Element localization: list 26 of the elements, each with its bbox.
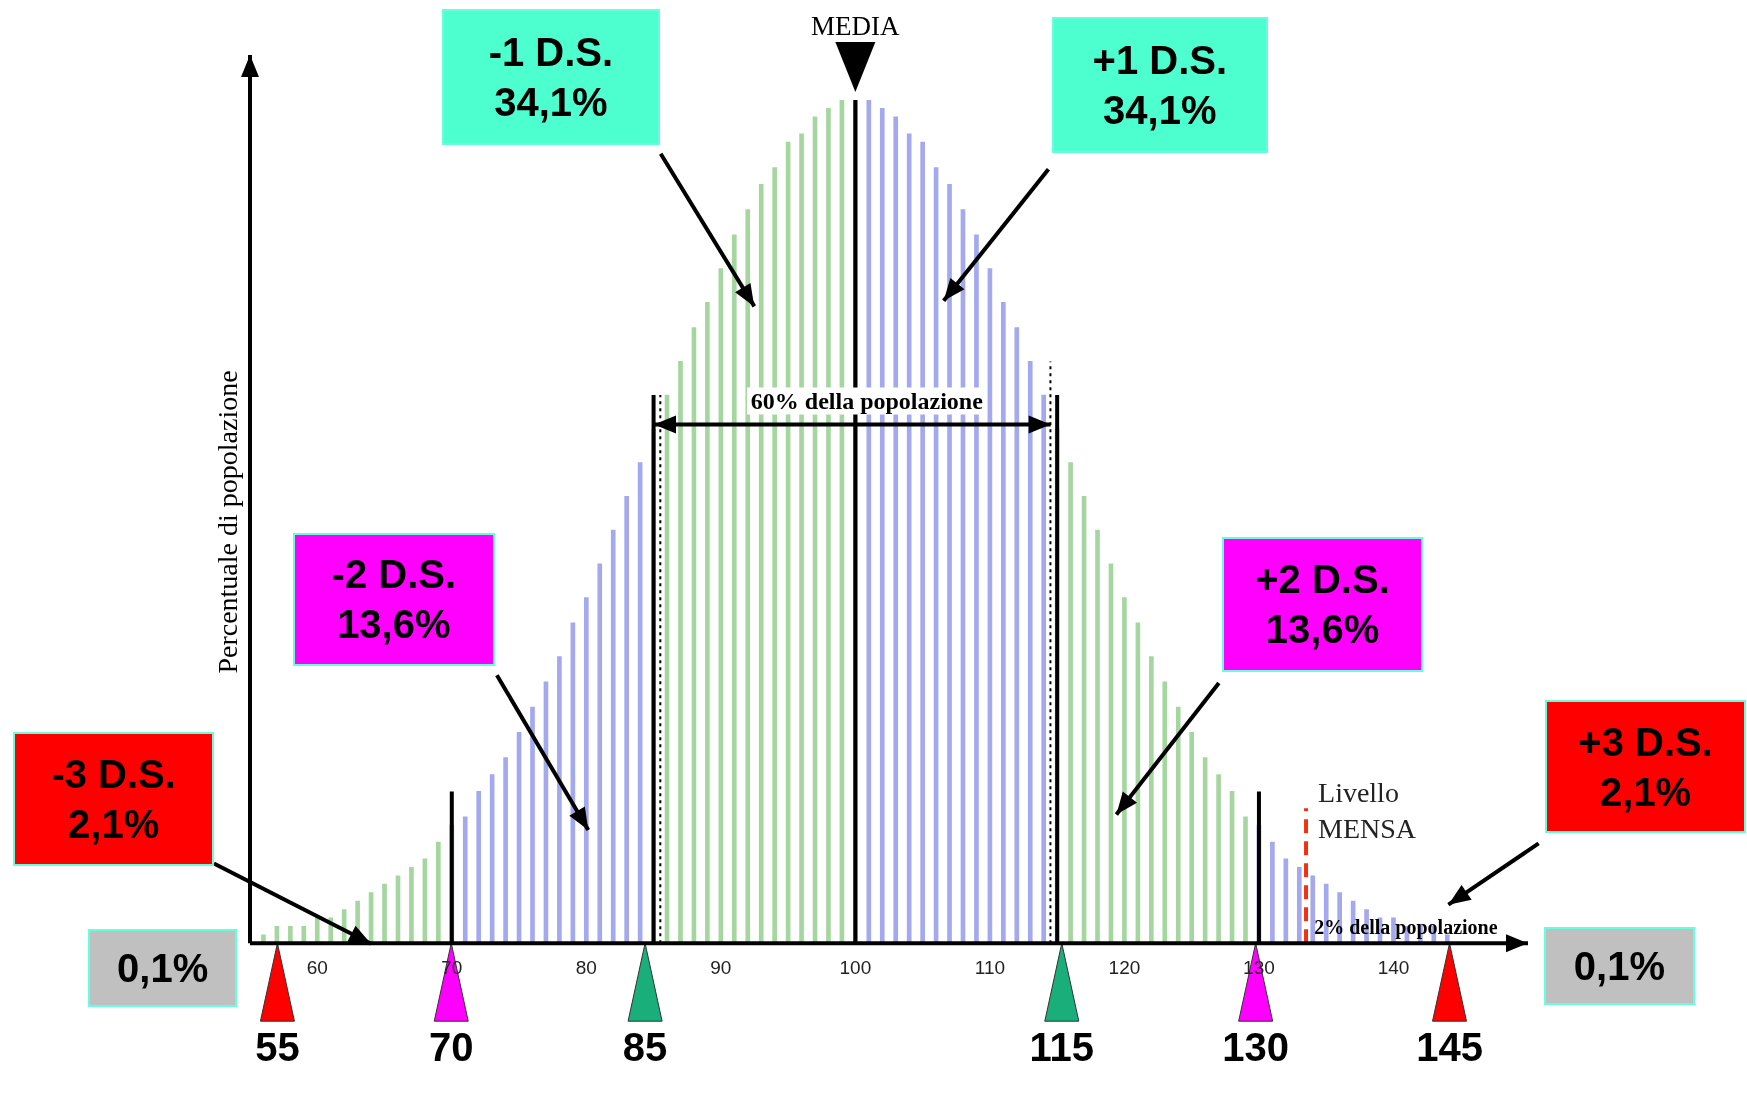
x-tick-label: 100 — [839, 956, 872, 978]
y-axis-title: Percentuale di popolazione — [212, 369, 245, 674]
x-tick-label: 120 — [1108, 956, 1141, 978]
annotation: -1 D.S. 34,1% — [442, 8, 660, 145]
annotation: 2% della popolazione — [1313, 915, 1499, 939]
x-tick-label: 140 — [1377, 956, 1410, 978]
ref-line-label: Livello MENSA — [1318, 775, 1418, 846]
annotation: +2 D.S. 13,6% — [1222, 537, 1423, 672]
text: 85 — [622, 1025, 668, 1071]
annotation: +1 D.S. 34,1% — [1051, 16, 1268, 153]
text: 115 — [1029, 1025, 1095, 1071]
x-tick-label: 110 — [974, 956, 1006, 978]
annotation: MEDIA — [811, 11, 900, 42]
text: 70 — [428, 1025, 474, 1071]
text: 0,1% — [88, 929, 238, 1008]
text: +3 D.S. 2,1% — [1545, 699, 1746, 834]
annotation: -2 D.S. 13,6% — [293, 532, 495, 667]
text: -3 D.S. 2,1% — [13, 732, 214, 866]
x-tick-label: 80 — [575, 956, 597, 978]
x-tick-label: 90 — [710, 956, 732, 978]
text: 55 — [255, 1025, 300, 1071]
x-tick-label: 60 — [306, 956, 328, 978]
text: 145 — [1416, 1025, 1483, 1071]
text: 0,1% — [1544, 926, 1695, 1005]
text: 130 — [1222, 1025, 1290, 1071]
annotation: 60% della popolazione — [746, 387, 987, 415]
